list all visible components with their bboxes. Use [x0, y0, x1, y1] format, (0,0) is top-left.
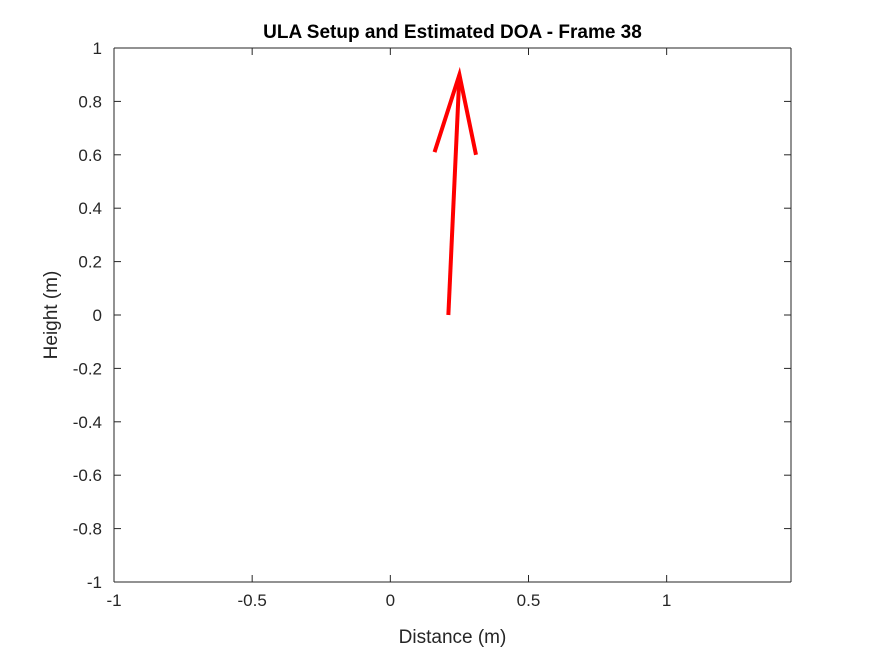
y-tick-label: -0.6	[73, 466, 102, 485]
y-tick-label: 0.6	[78, 146, 102, 165]
x-tick-label: 0	[386, 591, 395, 610]
x-tick-label: 0.5	[517, 591, 541, 610]
y-tick-label: 0.2	[78, 253, 102, 272]
y-tick-label: -0.2	[73, 359, 102, 378]
doa-arrowhead	[432, 66, 478, 156]
series-layer	[432, 66, 478, 316]
x-tick-label: -0.5	[238, 591, 267, 610]
chart-title: ULA Setup and Estimated DOA - Frame 38	[263, 22, 642, 43]
y-tick-label: 0.4	[78, 199, 102, 218]
doa-arrow-shaft	[446, 74, 462, 316]
y-tick-label: 0	[93, 306, 102, 325]
y-tick-label: -1	[87, 573, 102, 592]
x-tick-layer: -1 -0.5 0 0.5 1	[106, 48, 671, 610]
y-tick-label: 0.8	[78, 92, 102, 111]
y-tick-label: -0.4	[73, 413, 102, 432]
y-tick-layer: -1 -0.8 -0.6 -0.4 -0.2 0 0.2 0.4 0.6 0.8 1	[73, 39, 791, 592]
x-axis-label: Distance (m)	[399, 627, 507, 648]
y-axis-label: Height (m)	[41, 271, 62, 360]
plot-area	[114, 48, 791, 582]
x-tick-label: -1	[106, 591, 121, 610]
y-tick-label: 1	[93, 39, 102, 58]
y-tick-label: -0.8	[73, 520, 102, 539]
x-tick-label: 1	[662, 591, 671, 610]
